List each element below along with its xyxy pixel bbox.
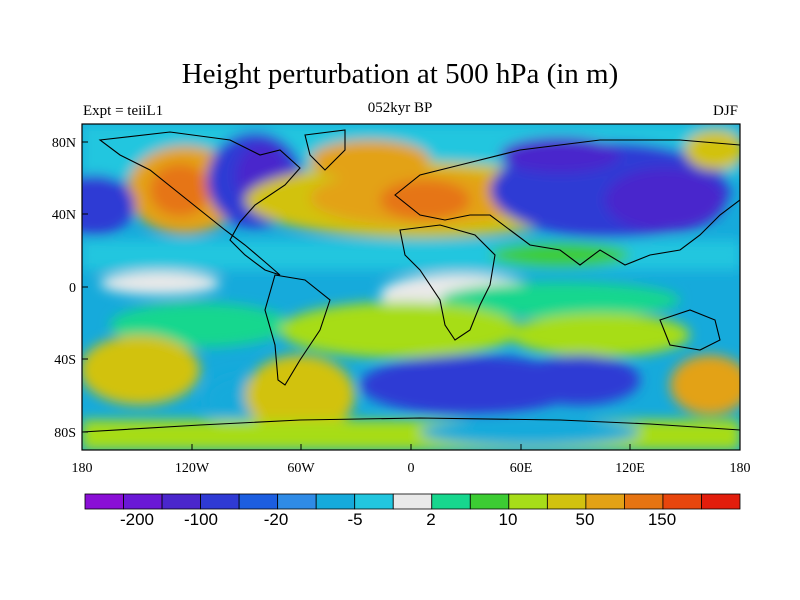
- colorbar-swatch: [701, 493, 741, 510]
- colorbar-swatch: [200, 493, 240, 510]
- experiment-label: Expt = teiiL1: [83, 103, 164, 119]
- lat-tick-label: 80N: [52, 136, 76, 151]
- lat-axis: 80N 40N 0 40S 80S: [52, 136, 88, 441]
- colorbar-label: 150: [648, 510, 676, 529]
- lat-tick-label: 40S: [54, 353, 76, 368]
- colorbar-swatch: [84, 493, 124, 510]
- lon-tick-label: 120E: [615, 461, 645, 476]
- colorbar-label: -5: [347, 510, 362, 529]
- time-label: 052kyr BP: [367, 100, 433, 116]
- colorbar-swatch: [392, 493, 433, 510]
- colorbar-swatch: [354, 493, 394, 510]
- lat-tick-label: 0: [69, 281, 76, 296]
- colorbar-swatch: [431, 493, 471, 510]
- season-label: DJF: [712, 103, 738, 119]
- colorbar-swatch: [662, 493, 702, 510]
- colorbar-swatch: [546, 493, 587, 510]
- lon-tick-label: 120W: [175, 461, 210, 476]
- colorbar-label: 10: [499, 510, 518, 529]
- colorbar-label: -20: [264, 510, 289, 529]
- colorbar-swatch: [624, 493, 664, 510]
- colorbar-label: 50: [576, 510, 595, 529]
- colorbar-labels: -200 -100 -20 -5 2 10 50 150: [120, 510, 676, 529]
- lon-tick-label: 60E: [510, 461, 533, 476]
- colorbar-swatch: [161, 493, 201, 510]
- lon-axis: 180 120W 60W 0 60E 120E 180: [72, 444, 751, 476]
- lat-tick-label: 80S: [54, 426, 76, 441]
- colorbar-swatch: [315, 493, 356, 510]
- contour-field: [82, 124, 740, 450]
- colorbar-swatch: [585, 493, 625, 510]
- colorbar-swatch: [469, 493, 510, 510]
- lon-tick-label: 180: [730, 461, 751, 476]
- lon-tick-label: 60W: [287, 461, 315, 476]
- colorbar-swatch: [123, 493, 163, 510]
- colorbar-swatch: [238, 493, 279, 510]
- colorbar-label: -100: [184, 510, 218, 529]
- colorbar-label: -200: [120, 510, 154, 529]
- lon-tick-label: 0: [408, 461, 415, 476]
- colorbar-swatch: [508, 493, 548, 510]
- coastlines: [82, 129, 740, 433]
- lat-tick-label: 40N: [52, 208, 76, 223]
- map-title: Height perturbation at 500 hPa (in m): [181, 58, 619, 90]
- colorbar-label: 2: [426, 510, 435, 529]
- colorbar: [84, 493, 741, 510]
- colorbar-swatch: [277, 493, 317, 510]
- lon-tick-label: 180: [72, 461, 93, 476]
